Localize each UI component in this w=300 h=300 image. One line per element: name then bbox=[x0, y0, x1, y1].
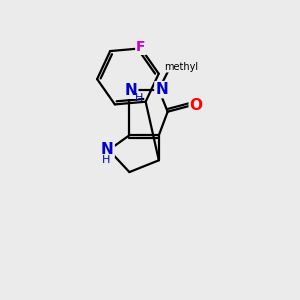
Text: H: H bbox=[102, 155, 111, 165]
Text: H: H bbox=[135, 93, 143, 103]
Text: methyl: methyl bbox=[164, 62, 198, 72]
Text: N: N bbox=[124, 83, 137, 98]
Text: N: N bbox=[101, 142, 114, 157]
Text: F: F bbox=[136, 40, 146, 54]
Text: O: O bbox=[190, 98, 203, 113]
Text: N: N bbox=[155, 82, 168, 97]
